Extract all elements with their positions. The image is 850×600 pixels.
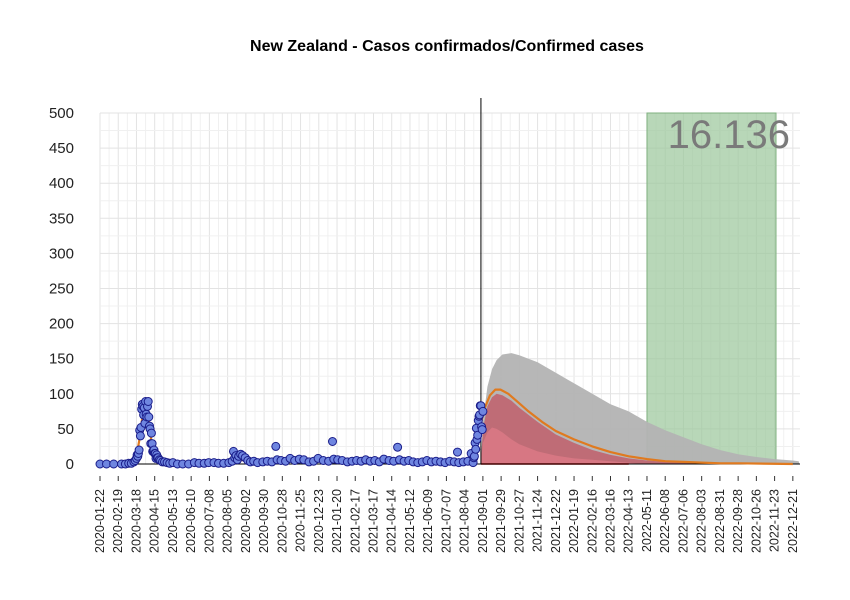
projection-mid-area — [480, 393, 720, 464]
x-tick-label: 2022-12-21 — [786, 489, 800, 553]
y-tick-label: 500 — [49, 105, 74, 122]
x-tick-label: 2020-09-02 — [239, 489, 253, 553]
x-tick-label: 2020-09-30 — [257, 489, 271, 553]
x-tick-label: 2021-12-22 — [549, 489, 563, 553]
x-tick-label: 2020-04-15 — [148, 489, 162, 553]
x-tick-label: 2021-11-24 — [531, 489, 545, 552]
y-tick-label: 350 — [49, 210, 74, 227]
y-tick-label: 150 — [49, 351, 74, 368]
y-tick-label: 300 — [49, 245, 74, 262]
x-tick-label: 2021-05-12 — [403, 489, 417, 553]
data-point — [477, 425, 487, 435]
data-point — [143, 397, 153, 406]
total-label: 16.136 — [668, 113, 790, 157]
x-tick-label: 2021-09-01 — [476, 489, 490, 553]
x-tick-label: 2022-05-11 — [640, 489, 654, 552]
data-point — [146, 428, 156, 438]
observed-points — [95, 397, 488, 469]
x-tick-label: 2020-02-19 — [111, 489, 125, 553]
x-tick-label: 2021-08-04 — [458, 489, 472, 553]
y-tick-label: 100 — [49, 386, 74, 403]
y-tick-label: 0 — [66, 456, 74, 473]
data-point — [471, 444, 481, 454]
axis-labels: 0 50 100 150 200 250 300 350 400 450 500 2020-01-22… — [49, 105, 800, 553]
x-tick-label: 2022-01-19 — [567, 489, 581, 553]
x-tick-label: 2021-07-07 — [439, 489, 453, 553]
y-tick-label: 400 — [49, 175, 74, 192]
x-tick-label: 2020-06-10 — [184, 489, 198, 553]
data-point — [478, 406, 488, 416]
x-tick-label: 2021-04-14 — [385, 489, 399, 553]
x-tick-label: 2020-08-05 — [221, 489, 235, 553]
x-tick-label: 2020-11-25 — [294, 489, 308, 552]
x-tick-label: 2022-02-16 — [585, 489, 599, 553]
x-tick-label: 2020-03-18 — [129, 489, 143, 553]
x-tick-label: 2021-09-29 — [494, 489, 508, 553]
data-point — [393, 442, 403, 452]
x-tick-label: 2020-07-08 — [202, 489, 216, 553]
x-tick-label: 2020-12-23 — [312, 489, 326, 553]
shaded-region — [646, 112, 777, 465]
x-tick-label: 2022-07-06 — [676, 489, 690, 553]
x-tick-label: 2021-01-20 — [330, 489, 344, 553]
data-point — [135, 431, 145, 441]
x-tick-label: 2022-11-23 — [768, 489, 782, 552]
x-tick-label: 2020-05-13 — [166, 489, 180, 553]
x-tick-label: 2022-04-13 — [622, 489, 636, 553]
chart-title: New Zealand - Casos confirmados/Confirme… — [250, 38, 644, 55]
data-point — [144, 412, 154, 422]
projection-upper-area — [480, 353, 800, 464]
data-point — [109, 459, 119, 469]
y-tick-label: 50 — [57, 421, 74, 438]
x-tick-label: 2022-08-03 — [695, 489, 709, 553]
shaded-region-rect — [646, 112, 777, 465]
x-tick-label: 2021-06-09 — [421, 489, 435, 553]
x-tick-label: 2022-10-26 — [749, 489, 763, 553]
y-tick-label: 200 — [49, 316, 74, 333]
x-tick-label: 2021-10-27 — [512, 489, 526, 553]
x-tick-label: 2020-01-22 — [93, 489, 107, 553]
x-tick-label: 2022-09-28 — [731, 489, 745, 553]
x-tick-label: 2022-03-16 — [604, 489, 618, 553]
x-tick-label: 2022-08-31 — [713, 489, 727, 553]
y-tick-label: 450 — [49, 140, 74, 157]
projection-lower-area — [480, 427, 641, 464]
x-tick-label: 2020-10-28 — [275, 489, 289, 553]
data-point — [328, 437, 337, 446]
data-point — [271, 441, 281, 451]
data-point — [453, 447, 462, 457]
data-point — [134, 445, 144, 455]
x-tick-label: 2021-02-17 — [348, 489, 362, 553]
y-tick-label: 250 — [49, 281, 74, 298]
x-tick-label: 2022-06-08 — [658, 489, 672, 553]
x-tick-label: 2021-03-17 — [366, 489, 380, 553]
